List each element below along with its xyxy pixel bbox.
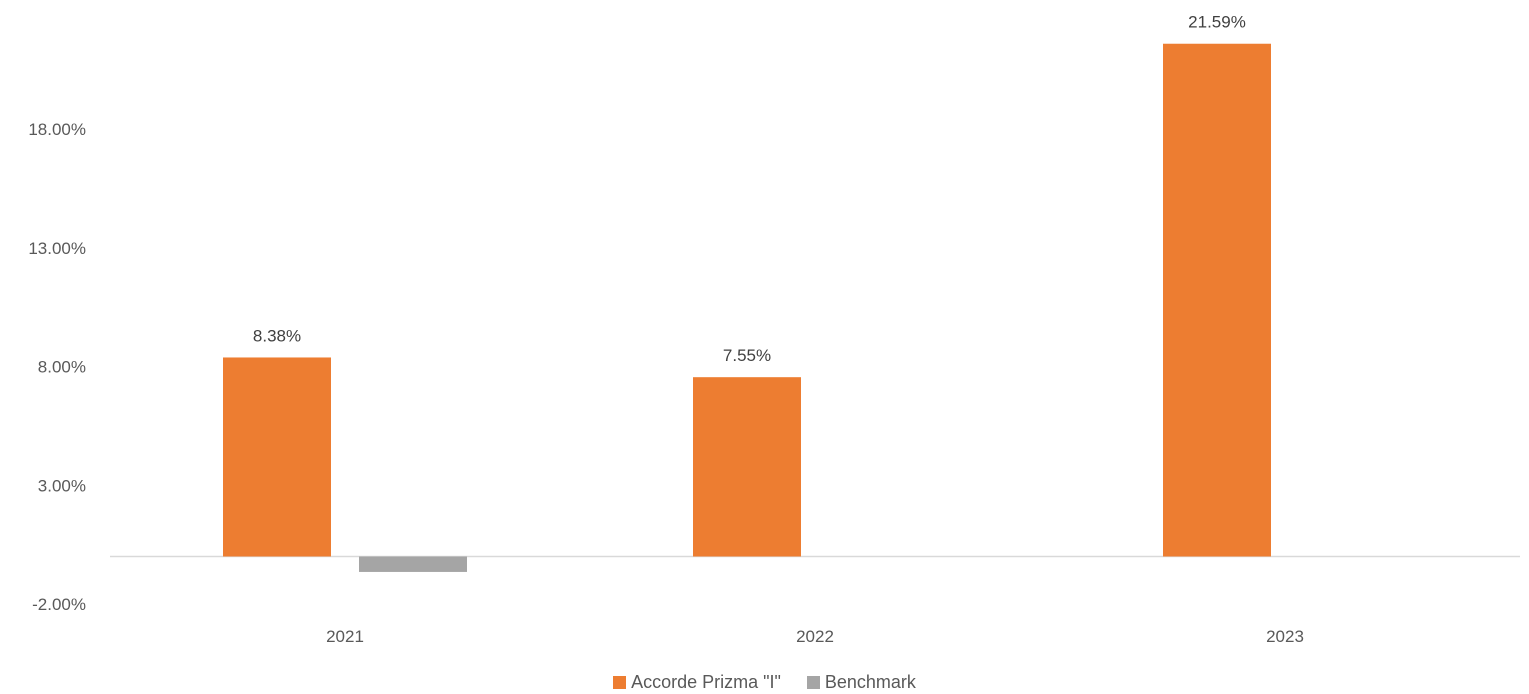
bar-accorde-prizma xyxy=(223,357,331,557)
legend-label: Benchmark xyxy=(824,672,916,692)
data-label: 21.59% xyxy=(1188,13,1246,32)
y-tick-label: 3.00% xyxy=(38,476,86,495)
y-tick-label: -2.00% xyxy=(32,595,86,614)
y-tick-label: 13.00% xyxy=(28,239,86,258)
legend: Accorde Prizma "I" Benchmark xyxy=(0,672,1529,693)
x-tick-label: 2022 xyxy=(796,627,834,646)
y-axis: -2.00% 3.00% 8.00% 13.00% 18.00% xyxy=(28,120,86,614)
x-tick-label: 2023 xyxy=(1266,627,1304,646)
data-labels: 8.38% 7.55% 21.59% xyxy=(253,13,1246,365)
bar-accorde-prizma xyxy=(1163,43,1271,557)
x-axis: 2021 2022 2023 xyxy=(110,555,1520,646)
legend-swatch xyxy=(613,676,627,689)
legend-swatch xyxy=(806,676,820,689)
y-tick-label: 8.00% xyxy=(38,358,86,377)
data-label: 8.38% xyxy=(253,326,301,345)
data-label: 7.55% xyxy=(723,346,771,365)
bars xyxy=(223,43,1271,572)
legend-item: Benchmark xyxy=(806,672,916,693)
x-tick-label: 2021 xyxy=(326,627,364,646)
bar-accorde-prizma xyxy=(693,377,801,557)
bar-benchmark xyxy=(359,556,467,572)
legend-item: Accorde Prizma "I" xyxy=(613,672,781,693)
legend-label: Accorde Prizma "I" xyxy=(631,672,781,692)
y-tick-label: 18.00% xyxy=(28,120,86,139)
